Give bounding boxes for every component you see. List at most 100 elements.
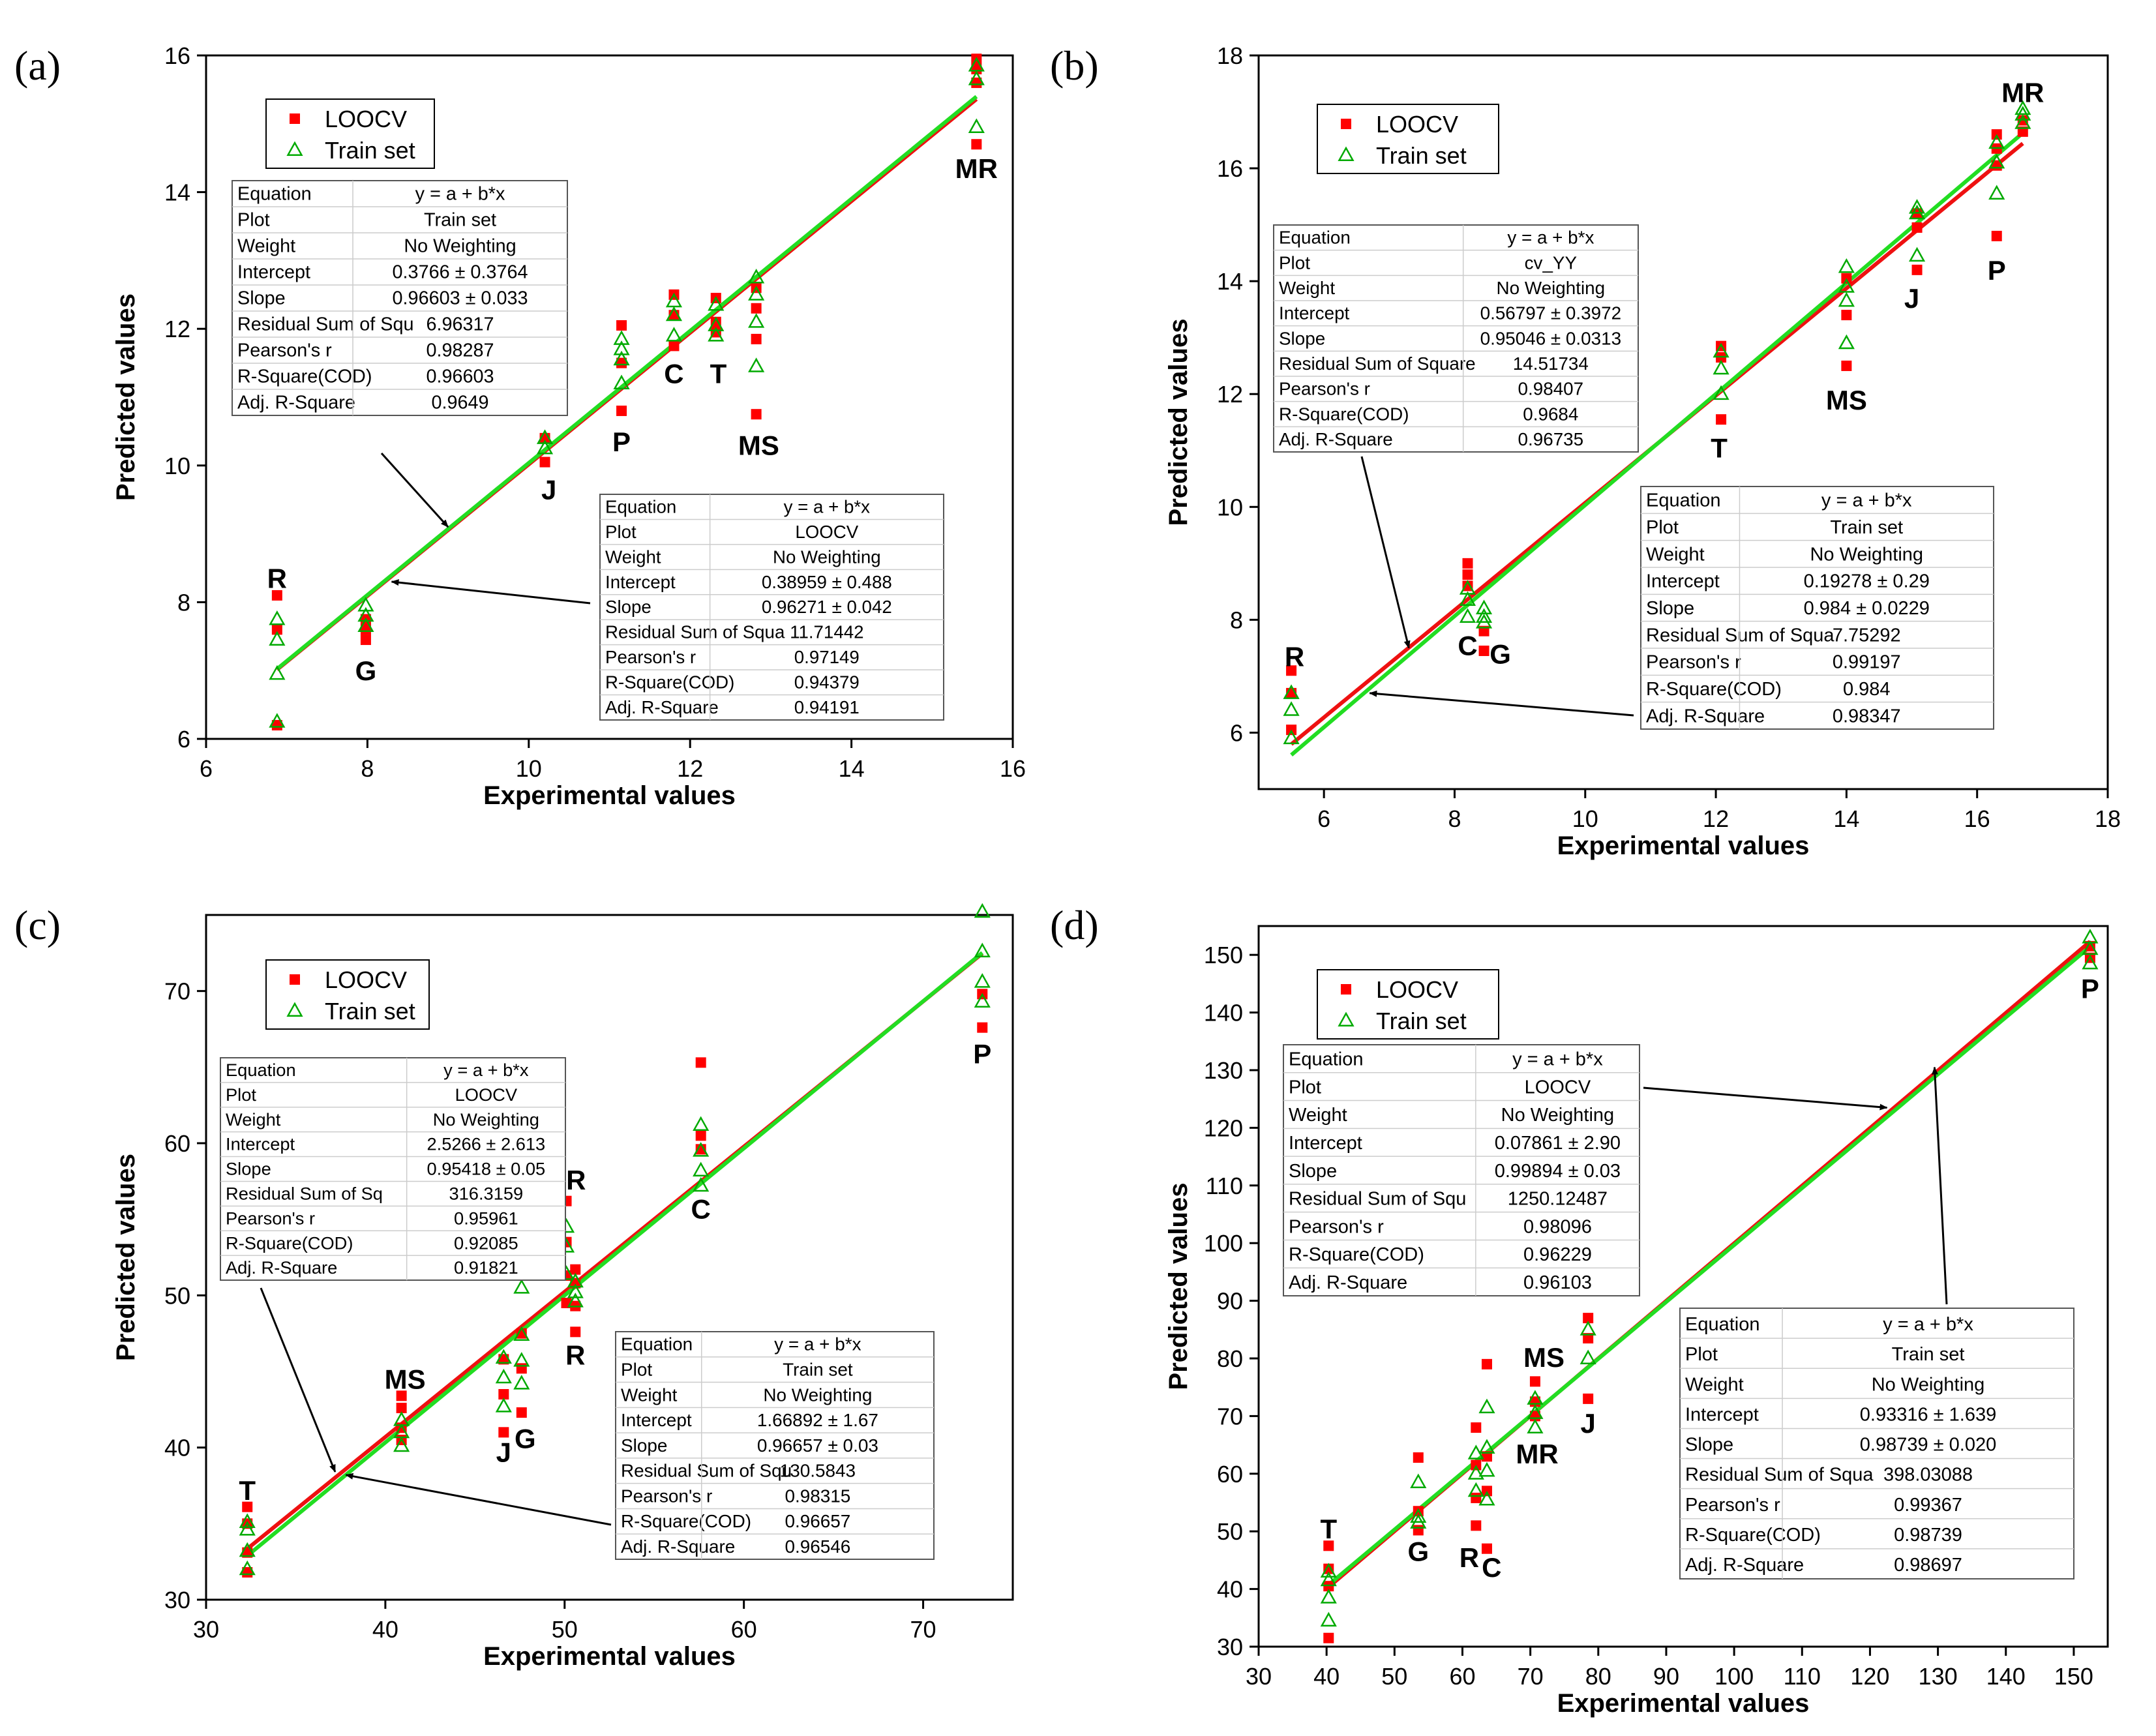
train-point [1459,591,1476,606]
stats-table-key: Weight [1289,1105,1347,1126]
legend-box [265,959,430,1030]
stats-table-border [1273,224,1639,453]
stats-table-key: Intercept [1289,1133,1362,1154]
annotation-arrow [1369,690,1634,717]
stats-table-key: Adj. R-Square [1279,429,1393,449]
stats-table-key: Residual Sum of Sq [226,1183,383,1203]
x-tick-label: 6 [200,755,213,782]
train-point [1283,701,1300,716]
train-point [1908,247,1926,262]
point-label: MR [1516,1439,1558,1469]
stats-table-value: 0.96271 ± 0.042 [762,597,892,617]
stats-table-value: 0.98697 [1894,1555,1962,1576]
stats-table-key: Equation [1685,1314,1760,1335]
annotation-arrow [260,1287,337,1473]
stats-table-key: R-Square(COD) [226,1233,353,1253]
stats-table-key: Adj. R-Square [1685,1555,1804,1576]
loocv-point [668,340,680,352]
train-point [269,665,286,680]
loocv-point [360,624,371,635]
stats-table-border [1283,1044,1640,1296]
stats-table-key: Plot [1279,252,1310,273]
stats-table-key: Slope [1279,328,1325,348]
y-tick-label: 8 [177,589,190,616]
train-point [1527,1418,1544,1434]
x-tick-label: 10 [516,755,542,782]
train-point [495,1349,512,1364]
panel-label: (a) [14,42,61,89]
train-point [613,374,630,389]
legend-marker [1338,146,1355,161]
stats-table-key: Intercept [1685,1404,1759,1425]
loocv-point [616,405,627,416]
stats-table-value: LOOCV [795,522,858,542]
panel-label: (b) [1050,42,1099,89]
annotation-arrow [1931,1066,1948,1305]
legend-label: Train set [325,137,415,164]
stats-table-key: Pearson's r [1289,1216,1384,1237]
stats-table-border [220,1057,566,1281]
train-point [513,1375,530,1390]
x-tick-label: 12 [677,755,703,782]
stats-table-value: Train set [1892,1344,1965,1365]
train-point [1283,684,1300,699]
y-tick-label: 90 [1217,1288,1243,1315]
loocv-point [971,63,982,74]
stats-table-value: 1250.12487 [1508,1189,1608,1210]
loocv-point [695,1130,706,1141]
stats-table-border [232,180,568,416]
stats-table-key: Equation [1289,1049,1364,1070]
stats-table-key: Slope [226,1159,271,1179]
loocv-point [1413,1452,1424,1463]
y-tick-label: 16 [164,42,190,69]
loocv-point [271,590,282,601]
stats-table-key: Pearson's r [621,1486,712,1506]
stats-table-value: No Weighting [1810,544,1923,565]
loocv-point [1478,625,1490,636]
loocv-point [1478,645,1490,656]
loocv-point [242,1501,253,1512]
loocv-point [1323,1540,1334,1551]
x-tick-label: 14 [1833,805,1859,832]
point-label: C [1482,1552,1501,1583]
legend-label: LOOCV [325,106,407,132]
train-point [1988,153,2005,169]
x-axis-label: Experimental values [1557,1689,1810,1718]
stats-table-value: 130.5843 [780,1461,856,1481]
train-point [239,1513,256,1528]
y-tick-label: 12 [164,316,190,342]
y-tick-label: 100 [1204,1230,1243,1257]
stats-table: Equation y = a + b*x Plot LOOCV Weight No Wei… [1283,1044,1640,1296]
stats-table-key: R-Square(COD) [237,367,372,387]
x-tick-label: 110 [1784,1663,1821,1690]
stats-table-key: Equation [1279,228,1351,248]
stats-table-value: 316.3159 [449,1183,523,1203]
legend-label: Train set [1376,142,1467,169]
train-point [1988,134,2005,149]
point-label: P [1988,255,2006,286]
x-tick-label: 16 [1964,805,1990,832]
stats-table-value: 0.98739 [1894,1525,1962,1546]
loocv-point [1481,1358,1492,1369]
stats-table-value: 0.96546 [785,1536,850,1557]
loocv-point [1583,1313,1594,1324]
plot-frame [1257,54,2109,790]
stats-table-key: Weight [1685,1374,1744,1395]
stats-table-key: Pearson's r [605,647,696,667]
loocv-point [1323,1563,1334,1574]
point-label: MR [2001,77,2044,108]
train-point [613,340,630,355]
stats-table-value: 0.91821 [454,1257,518,1278]
train-point [2014,106,2031,121]
plot-frame [1257,925,2109,1648]
stats-table-key: Residual Sum of Squa [605,622,785,642]
stats-table-value: 0.95046 ± 0.0313 [1480,328,1621,348]
loocv-point [751,409,762,420]
loocv-point [570,1264,581,1275]
stats-table-value: 0.99197 [1833,652,1901,673]
stats-table-key: Intercept [1279,303,1350,323]
stats-table-value: 11.71442 [790,622,863,642]
loocv-point [1716,414,1727,425]
loocv-point [971,139,982,150]
train-point [748,286,765,301]
